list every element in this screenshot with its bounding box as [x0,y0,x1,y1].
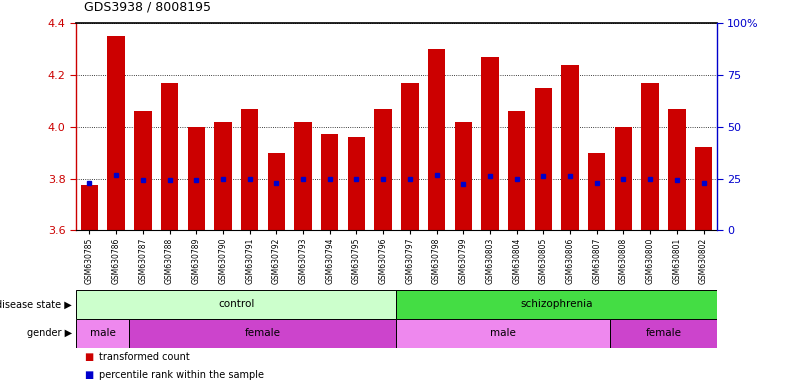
Bar [668,109,686,230]
Bar [76,319,130,348]
Bar [321,134,339,230]
Bar [130,319,396,348]
Text: transformed count: transformed count [99,352,189,362]
Bar [187,127,205,230]
Text: male: male [90,328,115,338]
Bar [610,319,717,348]
Text: female: female [245,328,281,338]
Text: ■: ■ [84,352,94,362]
Text: control: control [218,299,255,310]
Bar [588,152,606,230]
Text: male: male [490,328,516,338]
Text: GDS3938 / 8008195: GDS3938 / 8008195 [84,0,211,13]
Text: percentile rank within the sample: percentile rank within the sample [99,369,264,380]
Bar [294,122,312,230]
Bar [508,111,525,230]
Text: ■: ■ [84,369,94,380]
Bar [396,319,610,348]
Bar [642,83,658,230]
Text: schizophrenia: schizophrenia [521,299,593,310]
Bar [535,88,552,230]
Bar [454,122,472,230]
Bar [428,49,445,230]
Bar [615,127,632,230]
Bar [161,83,178,230]
Text: gender ▶: gender ▶ [27,328,72,338]
Bar [348,137,365,230]
Bar [107,36,125,230]
Bar [481,57,498,230]
Bar [241,109,258,230]
Bar [396,290,717,319]
Bar [374,109,392,230]
Text: female: female [646,328,682,338]
Text: disease state ▶: disease state ▶ [0,299,72,310]
Bar [401,83,418,230]
Bar [81,185,98,230]
Bar [214,122,231,230]
Bar [562,65,578,230]
Bar [76,290,396,319]
Bar [268,152,285,230]
Bar [134,111,151,230]
Bar [694,147,712,230]
